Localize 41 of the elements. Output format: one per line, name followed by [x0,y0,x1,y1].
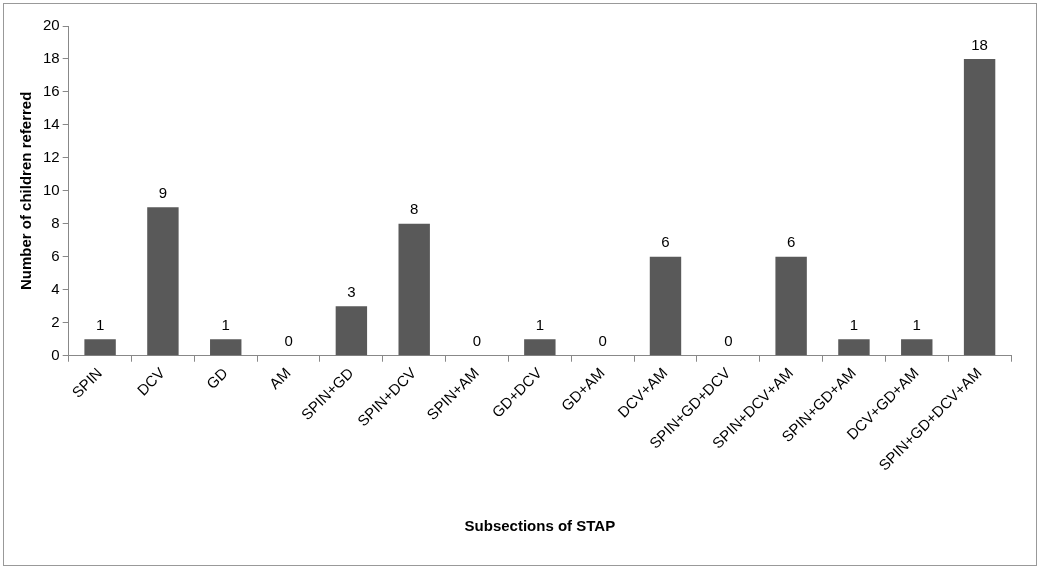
y-tick-label: 8 [51,213,60,231]
data-label: 1 [849,315,859,333]
y-tick-label: 0 [51,345,60,363]
data-label: 6 [786,233,796,251]
bar [775,256,807,356]
x-tick-label: GD [202,363,231,393]
data-label: 0 [598,332,607,350]
bar [398,223,430,356]
data-label: 3 [347,282,356,300]
data-label: 1 [535,315,545,333]
y-tick-label: 14 [43,115,60,133]
y-axis-title: Number of children referred [17,91,35,291]
y-tick-label: 2 [51,312,60,330]
y-tick-label: 20 [43,16,60,34]
bar [524,339,556,356]
bar [335,306,368,356]
data-label: 0 [284,332,293,350]
data-label: 18 [971,35,988,53]
y-tick-label: 18 [43,49,60,67]
data-label: 6 [661,233,670,251]
y-tick-label: 4 [51,279,60,297]
y-tick-label: 16 [43,82,60,100]
data-label: 0 [724,332,733,350]
y-tick-label: 10 [43,181,60,198]
bar [838,339,870,356]
bar [84,339,116,356]
bar [901,339,933,356]
bar [147,207,179,356]
data-label: 8 [410,200,419,218]
data-label: 9 [158,183,168,201]
x-axis-title: Subsections of STAP [464,517,616,535]
bar [210,339,242,356]
data-label: 1 [912,315,921,333]
data-label: 1 [95,315,105,333]
data-label: 0 [472,332,482,350]
y-tick-label: 6 [51,246,60,264]
bar [963,58,996,356]
y-tick-label: 12 [43,148,60,166]
data-label: 1 [221,315,230,333]
bar [649,256,682,356]
x-tick-label: AM [265,364,294,393]
